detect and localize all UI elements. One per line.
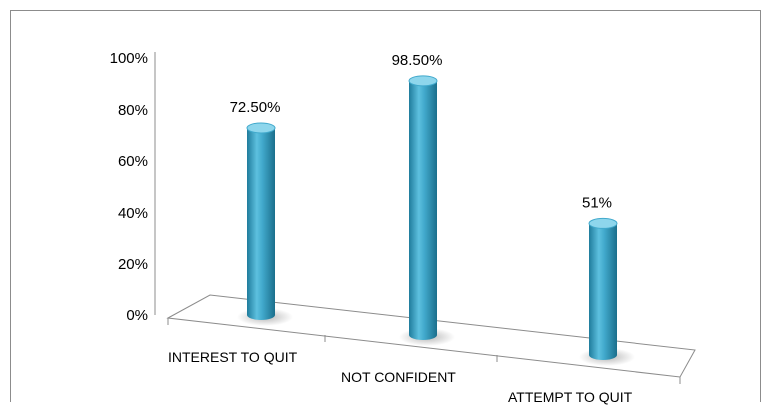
- y-tick-label: 80%: [118, 102, 148, 119]
- bars-group: 72.50% 98.50% 51%: [230, 52, 635, 366]
- y-tick-label: 60%: [118, 153, 148, 170]
- bar-top: [408, 75, 438, 87]
- bar-cylinder: [589, 223, 617, 360]
- chart-frame: [10, 10, 761, 402]
- category-label: ATTEMPT TO QUIT: [508, 389, 633, 405]
- y-axis: 0% 20% 40% 60% 80% 100%: [110, 50, 148, 324]
- y-tick-label: 20%: [118, 256, 148, 273]
- bar-cylinder: [247, 127, 275, 320]
- category-label: NOT CONFIDENT: [341, 369, 456, 385]
- y-tick-label: 0%: [126, 307, 148, 324]
- x-axis-ticks: [167, 318, 681, 384]
- y-tick-label: 40%: [118, 205, 148, 222]
- x-axis-categories: INTEREST TO QUIT NOT CONFIDENT ATTEMPT T…: [168, 349, 633, 405]
- floor-plane: [166, 294, 696, 378]
- bar-cylinder: [409, 80, 437, 341]
- y-tick-label: 100%: [110, 50, 148, 67]
- bar-top: [246, 122, 276, 134]
- category-label: INTEREST TO QUIT: [168, 349, 298, 365]
- data-label: 72.50%: [230, 99, 281, 116]
- data-label: 51%: [582, 194, 612, 211]
- bar-top: [588, 217, 618, 229]
- data-label: 98.50%: [392, 52, 443, 69]
